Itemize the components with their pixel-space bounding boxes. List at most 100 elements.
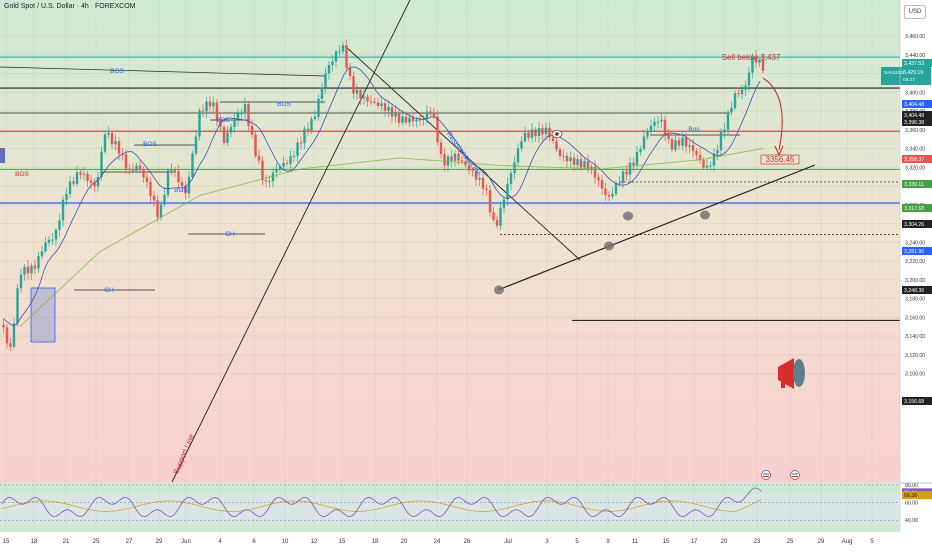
candle-body — [261, 160, 264, 180]
candle-body — [128, 168, 131, 170]
candle-body — [506, 183, 509, 200]
oscillator-line — [1, 487, 762, 518]
candle-body — [586, 161, 590, 170]
price-tag — [902, 118, 932, 126]
candle-body — [527, 132, 530, 138]
oscillator-band — [0, 494, 900, 525]
y-tick-label: 3,460.00 — [905, 34, 925, 40]
candle-body — [551, 137, 555, 142]
candle-body — [761, 59, 765, 71]
candle-body — [691, 145, 695, 152]
candle-body — [583, 161, 586, 168]
candle-body — [726, 112, 730, 130]
candle-body — [625, 171, 628, 175]
chart-annotation-label: BOS — [277, 101, 291, 108]
candle-body — [236, 113, 240, 120]
flag-icon — [790, 470, 800, 480]
eye-icon-pupil — [555, 132, 559, 136]
oscillator-value-label: 68.38 — [904, 493, 917, 499]
candle-body — [590, 166, 593, 170]
candle-body — [226, 132, 229, 143]
candle-body — [747, 72, 751, 86]
candle-body — [611, 193, 614, 197]
candles — [2, 39, 765, 351]
candle-body — [562, 155, 565, 157]
candle-body — [61, 199, 65, 221]
candle-body — [751, 56, 754, 73]
candle-body — [481, 177, 485, 189]
candle-body — [338, 51, 341, 53]
price-tag-label: 3,281.90 — [904, 249, 924, 255]
candle-body — [653, 121, 656, 126]
y-tick-label: 3,140.00 — [905, 334, 925, 340]
oscillator-value-tag — [902, 491, 932, 500]
candle-body — [555, 141, 558, 150]
candle-body — [145, 177, 149, 182]
candle-body — [558, 149, 562, 157]
price-axis-background — [900, 0, 932, 550]
price-tag — [902, 155, 932, 163]
candle-body — [541, 127, 544, 135]
x-tick-label: 15 — [663, 539, 670, 545]
candle-body — [44, 242, 47, 252]
candle-body — [758, 59, 761, 63]
x-tick-label: 18 — [31, 539, 38, 545]
candle-body — [33, 265, 37, 269]
time-axis-background — [0, 532, 900, 550]
price-tag — [902, 111, 932, 119]
grid — [0, 0, 900, 532]
candle-body — [467, 165, 471, 171]
x-tick-label: 21 — [63, 539, 70, 545]
x-tick-label: 20 — [401, 539, 408, 545]
candle-body — [268, 181, 271, 183]
y-tick-label: 3,160.00 — [905, 315, 925, 321]
candle-body — [103, 134, 107, 152]
y-tick-label: 3,240.00 — [905, 240, 925, 246]
x-tick-label: 15 — [3, 539, 10, 545]
candle-body — [324, 73, 327, 88]
candle-body — [572, 157, 576, 166]
candle-body — [191, 153, 194, 177]
candle-body — [86, 173, 89, 181]
price-tag — [902, 286, 932, 294]
candle-body — [681, 137, 684, 146]
candle-body — [355, 89, 359, 94]
candle-body — [142, 169, 145, 178]
x-tick-label: 3 — [545, 539, 549, 545]
candle-body — [198, 110, 201, 137]
resistance-trendline — [344, 45, 581, 261]
candle-body — [737, 93, 740, 95]
price-tag-label: 3,304.26 — [904, 222, 924, 228]
candle-body — [660, 119, 663, 122]
flag-icon — [761, 470, 771, 480]
chart-annotation-label: Sell below 3,437 — [722, 53, 781, 62]
chart-annotation-label: BOS — [216, 117, 230, 124]
chart-annotation-label: Bos — [688, 126, 700, 133]
candle-body — [187, 176, 191, 194]
price-tag — [902, 100, 932, 108]
candle-body — [177, 171, 180, 183]
candle-body — [716, 150, 719, 154]
x-tick-label: 23 — [754, 539, 761, 545]
drawings — [0, 0, 900, 483]
candle-body — [492, 212, 495, 220]
y-tick-label: 3,400.00 — [905, 90, 925, 96]
candle-body — [408, 117, 411, 123]
candle-body — [593, 166, 597, 178]
candle-body — [740, 89, 744, 95]
candle-body — [642, 136, 646, 150]
countdown-label: 03:27 — [903, 77, 915, 83]
currency-button[interactable]: USD — [904, 5, 926, 19]
candle-body — [334, 51, 338, 62]
candle-body — [607, 195, 611, 197]
candle-body — [5, 327, 9, 344]
candle-body — [366, 96, 369, 102]
candle-body — [439, 142, 443, 155]
candle-body — [257, 156, 261, 161]
candle-body — [600, 180, 604, 189]
candle-body — [26, 266, 30, 274]
chart-annotation-label: CH — [225, 231, 235, 238]
candle-body — [65, 194, 68, 200]
